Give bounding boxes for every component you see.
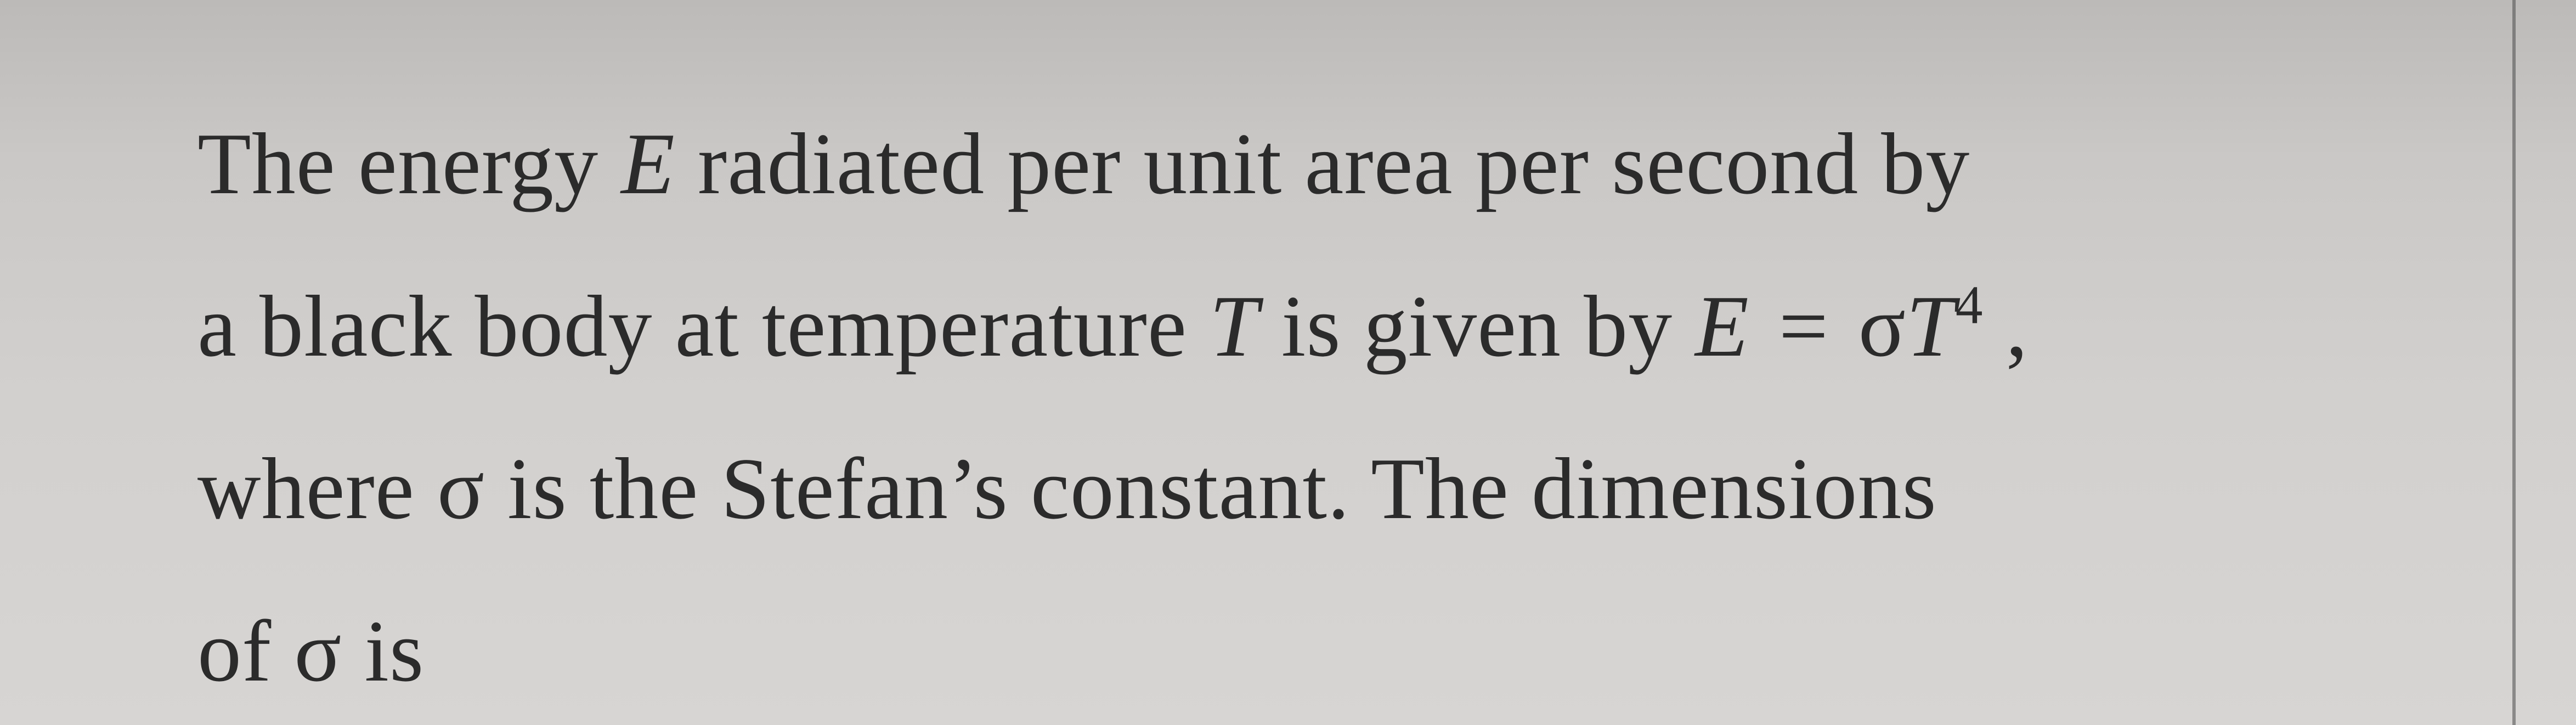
exponent-4: 4 — [1956, 276, 1984, 335]
sigma-eq: σ — [1858, 277, 1906, 375]
var-E: E — [621, 115, 675, 212]
var-T-eq: T — [1906, 277, 1956, 375]
right-margin-rule — [2512, 0, 2516, 725]
line-3-a: where — [197, 440, 437, 537]
sigma-where: σ — [437, 440, 485, 537]
line-4: of σ is — [197, 570, 2433, 725]
var-T: T — [1210, 277, 1259, 375]
line-3-b: is the Stefan’s constant. The dimensions — [485, 440, 1937, 537]
line-2-comma: , — [1984, 277, 2029, 375]
equals-sign: = — [1749, 277, 1858, 375]
page: The energy E radiated per unit area per … — [0, 0, 2576, 725]
line-1: The energy E radiated per unit area per … — [197, 82, 2433, 245]
var-E-eq: E — [1695, 277, 1749, 375]
line-3: where σ is the Stefan’s constant. The di… — [197, 407, 2433, 570]
line-2-a: a black body at temperature — [197, 277, 1210, 375]
line-4-a: of — [197, 602, 294, 700]
question-text: The energy E radiated per unit area per … — [197, 82, 2433, 725]
line-4-b: is — [342, 602, 425, 700]
line-2-b: is given by — [1259, 277, 1695, 375]
line-1-a: The energy — [197, 115, 621, 212]
sigma-of: σ — [294, 602, 342, 700]
line-1-b: radiated per unit area per second by — [675, 115, 1970, 212]
line-2: a black body at temperature T is given b… — [197, 245, 2433, 407]
